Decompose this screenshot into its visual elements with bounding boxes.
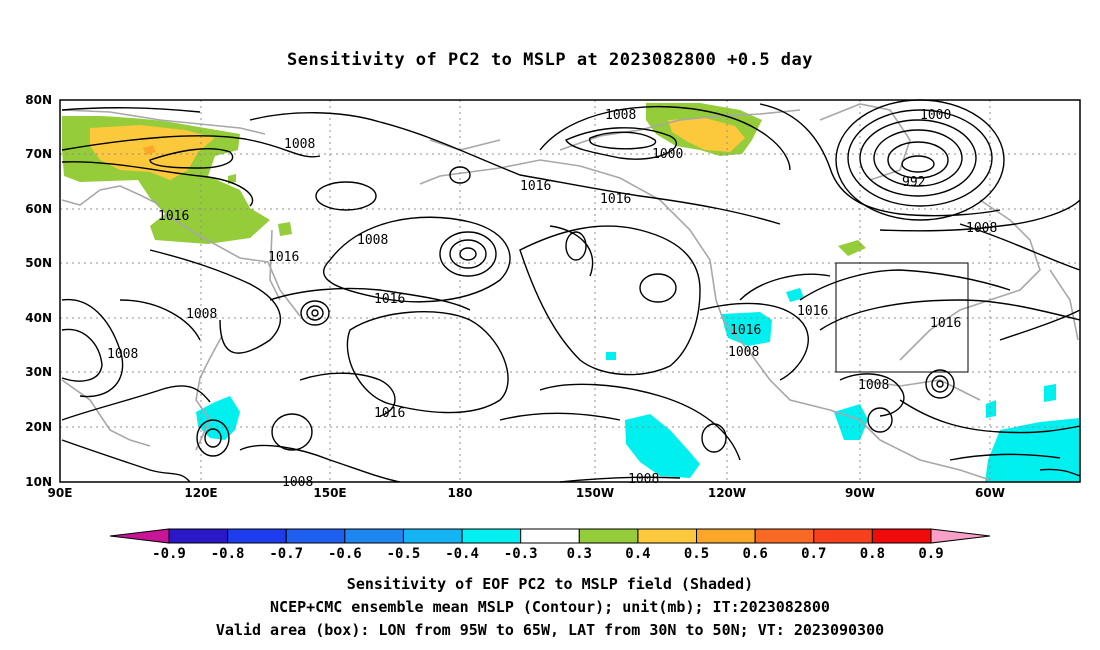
caption-line-1: Sensitivity of EOF PC2 to MSLP field (Sh… xyxy=(346,575,754,593)
colorbar-label: -0.8 xyxy=(211,546,245,562)
contour-label: 1000 xyxy=(920,108,951,123)
colorbar-segment xyxy=(578,528,639,544)
lat-label: 70N xyxy=(25,147,52,161)
contour-label: 1008 xyxy=(357,233,388,248)
lon-label: 90W xyxy=(845,486,875,500)
lon-label: 60W xyxy=(975,486,1005,500)
lat-label: 80N xyxy=(25,93,52,107)
contour-labels: 1008 1000 1000 992 1016 1016 1016 1008 1… xyxy=(107,108,997,490)
lon-label: 180 xyxy=(447,486,472,500)
contour-label: 1008 xyxy=(966,221,997,236)
contour-label: 1016 xyxy=(374,406,405,421)
contour-label: 1016 xyxy=(930,316,961,331)
lat-label: 30N xyxy=(25,365,52,379)
colorbar: -0.9 -0.8 -0.7 -0.6 -0.5 -0.4 -0.3 0.3 0.4 0.5 0.6… xyxy=(109,528,991,562)
colorbar-segment xyxy=(461,528,522,544)
latitude-labels: 80N 70N 60N 50N 40N 30N 20N 10N xyxy=(25,93,52,489)
caption-line-2: NCEP+CMC ensemble mean MSLP (Contour); u… xyxy=(270,598,830,616)
lat-label: 40N xyxy=(25,311,52,325)
colorbar-label: 0.3 xyxy=(567,546,592,562)
colorbar-label: 0.5 xyxy=(684,546,709,562)
colorbar-segment xyxy=(285,528,346,544)
caption-line-3: Valid area (box): LON from 95W to 65W, L… xyxy=(215,621,885,639)
negative-sensitivity-shading xyxy=(196,288,1080,482)
colorbar-segment xyxy=(227,528,287,544)
colorbar-label: -0.6 xyxy=(328,546,362,562)
lon-label: 150W xyxy=(576,486,614,500)
colorbar-segment xyxy=(402,528,463,544)
contour-label: 1016 xyxy=(158,209,189,224)
contour-label: 1016 xyxy=(520,179,551,194)
grid-lines xyxy=(60,100,1080,482)
contour-label: 1008 xyxy=(728,345,759,360)
colorbar-label: 0.8 xyxy=(860,546,885,562)
colorbar-low-arrow xyxy=(109,528,170,544)
colorbar-segment xyxy=(344,528,404,544)
colorbar-label: 0.4 xyxy=(625,546,650,562)
lat-label: 50N xyxy=(25,256,52,270)
contour-label: 1016 xyxy=(730,323,761,338)
lon-label: 120W xyxy=(708,486,746,500)
colorbar-label: 0.9 xyxy=(918,546,943,562)
colorbar-segment xyxy=(168,528,229,544)
colorbar-segment xyxy=(696,528,756,544)
colorbar-label: -0.7 xyxy=(269,546,303,562)
longitude-labels: 90E 120E 150E 180 150W 120W 90W 60W xyxy=(48,486,1005,500)
contour-label: 1008 xyxy=(107,347,138,362)
colorbar-label: -0.5 xyxy=(387,546,421,562)
lon-label: 150E xyxy=(313,486,346,500)
chart-title: Sensitivity of PC2 to MSLP at 2023082800… xyxy=(286,50,813,70)
contour-label: 1008 xyxy=(186,307,217,322)
contour-label: 1016 xyxy=(797,304,828,319)
colorbar-segment xyxy=(871,528,932,544)
lon-label: 120E xyxy=(184,486,217,500)
colorbar-segment xyxy=(813,528,873,544)
colorbar-label: 0.6 xyxy=(743,546,768,562)
contour-label: 1016 xyxy=(374,292,405,307)
contour-label: 1008 xyxy=(858,378,889,393)
contour-label: 992 xyxy=(902,175,925,190)
map-frame xyxy=(59,99,1081,483)
lat-label: 60N xyxy=(25,202,52,216)
positive-sensitivity-shading xyxy=(62,103,866,256)
colorbar-segment xyxy=(754,528,815,544)
colorbar-label: -0.9 xyxy=(152,546,186,562)
colorbar-label: -0.4 xyxy=(445,546,479,562)
contour-label: 1016 xyxy=(600,192,631,207)
contour-label: 1008 xyxy=(628,472,659,487)
colorbar-label: 0.7 xyxy=(801,546,826,562)
lat-label: 20N xyxy=(25,420,52,434)
lat-label: 10N xyxy=(25,475,52,489)
mslp-contours xyxy=(61,99,1081,483)
colorbar-segment xyxy=(520,528,580,544)
contour-label: 1008 xyxy=(284,137,315,152)
lon-label: 90E xyxy=(48,486,73,500)
contour-label: 1008 xyxy=(605,108,636,123)
colorbar-label: -0.3 xyxy=(504,546,538,562)
colorbar-segment xyxy=(637,528,698,544)
contour-label: 1016 xyxy=(268,250,299,265)
contour-label: 1000 xyxy=(652,147,683,162)
colorbar-high-arrow xyxy=(930,528,991,544)
valid-area-box xyxy=(835,262,969,373)
